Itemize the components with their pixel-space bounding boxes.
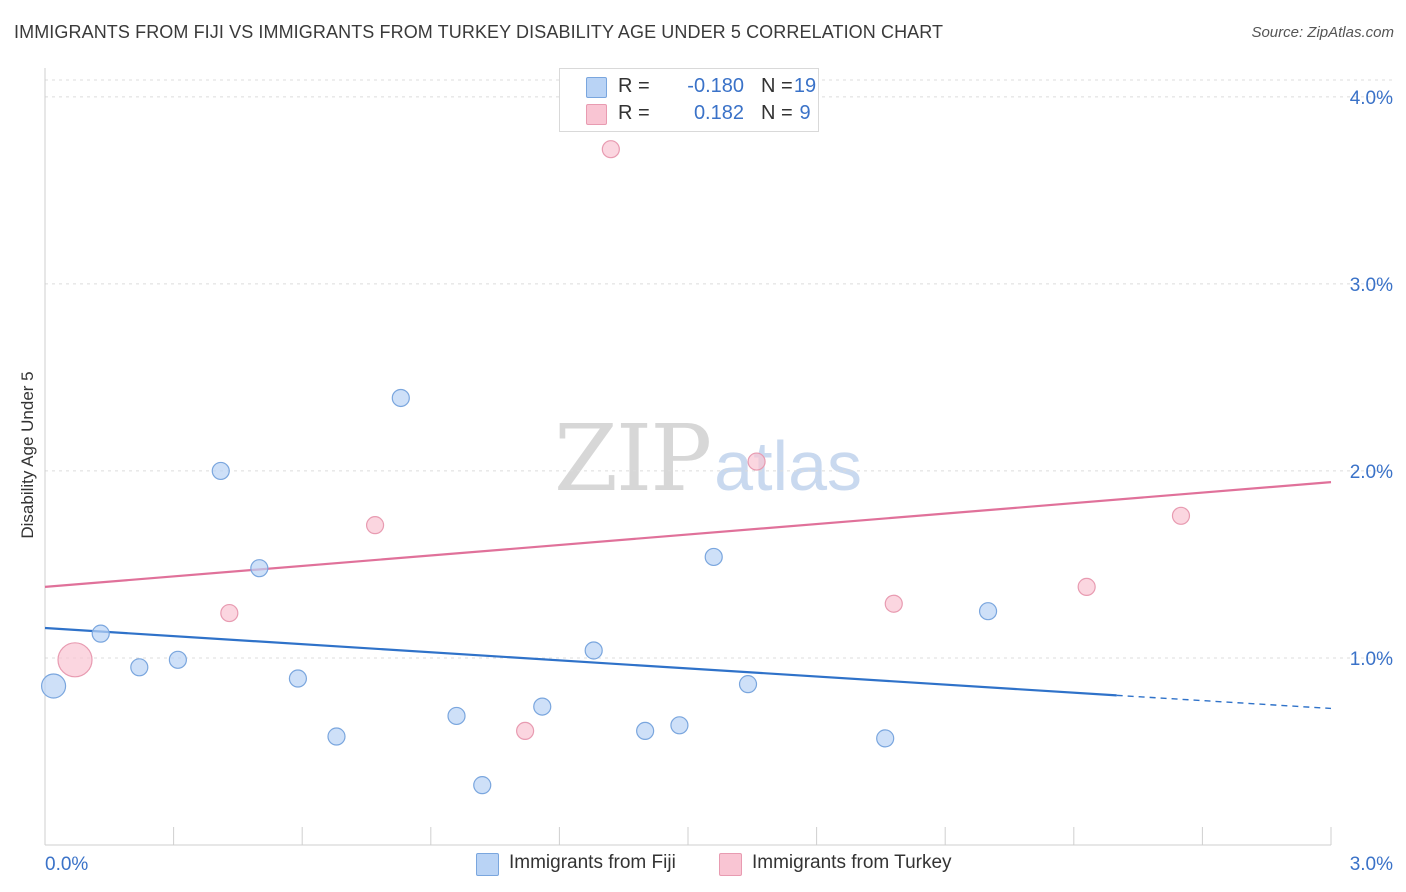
legend-fiji-n-label: N = xyxy=(761,75,793,97)
fiji-point-8 xyxy=(391,388,410,408)
turkey-swatch xyxy=(586,104,607,125)
legend-fiji-r-value: -0.180 xyxy=(687,75,744,97)
fiji-point-11 xyxy=(533,697,552,716)
fiji-point-15 xyxy=(704,547,723,567)
fiji-point-14 xyxy=(670,716,689,735)
x-tick-label-1: 3.0% xyxy=(1350,854,1393,875)
turkey-point-1 xyxy=(220,603,239,623)
fiji-point-10 xyxy=(473,776,492,795)
legend-turkey-n-value: 9 xyxy=(799,102,811,124)
y-tick-label-1: 2.0% xyxy=(1350,462,1393,483)
legend-turkey-r-label: R = xyxy=(618,102,650,124)
turkey-point-3 xyxy=(516,721,535,741)
y-tick-label-2: 3.0% xyxy=(1350,275,1393,296)
fiji-point-2 xyxy=(130,658,149,677)
chart-title: IMMIGRANTS FROM FIJI VS IMMIGRANTS FROM … xyxy=(14,22,944,42)
fiji-point-12 xyxy=(584,641,603,660)
fiji-point-0 xyxy=(40,673,67,699)
y-tick-label-3: 4.0% xyxy=(1350,88,1393,109)
correlation-legend: R = -0.180 N = 19 R = 0.182 N = 9 xyxy=(559,68,819,132)
turkey-point-2 xyxy=(365,516,385,535)
fiji-point-13 xyxy=(636,721,655,741)
turkey-point-0 xyxy=(57,642,93,678)
fiji-swatch xyxy=(586,77,607,98)
fiji-point-3 xyxy=(168,650,187,669)
turkey-point-7 xyxy=(1077,577,1096,596)
fiji-trend-line xyxy=(44,626,1117,697)
fiji-point-18 xyxy=(978,602,998,621)
fiji-point-5 xyxy=(250,559,269,578)
watermark: ZIPatlas xyxy=(554,405,862,512)
turkey-point-8 xyxy=(1171,506,1191,525)
fiji-point-4 xyxy=(211,461,230,481)
bottom-turkey-label: Immigrants from Turkey xyxy=(752,852,952,873)
fiji-point-17 xyxy=(876,729,895,748)
fiji-point-7 xyxy=(327,727,346,746)
bottom-legend-turkey: Immigrants from Turkey xyxy=(719,852,979,876)
fiji-point-9 xyxy=(447,706,466,726)
fiji-point-16 xyxy=(738,675,758,694)
legend-turkey-r-value: 0.182 xyxy=(693,102,744,124)
fiji-point-1 xyxy=(91,624,110,643)
bottom-fiji-label: Immigrants from Fiji xyxy=(509,852,676,873)
legend-fiji-r-label: R = xyxy=(618,75,650,97)
legend-turkey-n-label: N = xyxy=(761,102,793,124)
watermark-zip: ZIP xyxy=(554,405,712,512)
fiji-point-6 xyxy=(288,669,308,688)
turkey-point-4 xyxy=(601,140,620,159)
turkey-trend-line xyxy=(44,481,1332,588)
bottom-legend-fiji: Immigrants from Fiji xyxy=(476,852,696,876)
bottom-turkey-swatch xyxy=(719,853,742,876)
y-tick-label-0: 1.0% xyxy=(1350,649,1393,670)
fiji-trend-extension xyxy=(1116,694,1332,710)
x-tick-label-0: 0.0% xyxy=(45,854,88,875)
legend-fiji-n-value: 19 xyxy=(793,75,817,97)
turkey-point-5 xyxy=(747,452,766,471)
source-label: Source: ZipAtlas.com xyxy=(1251,24,1394,41)
turkey-point-6 xyxy=(884,594,903,613)
bottom-fiji-swatch xyxy=(476,853,499,876)
watermark-atlas: atlas xyxy=(714,427,863,505)
